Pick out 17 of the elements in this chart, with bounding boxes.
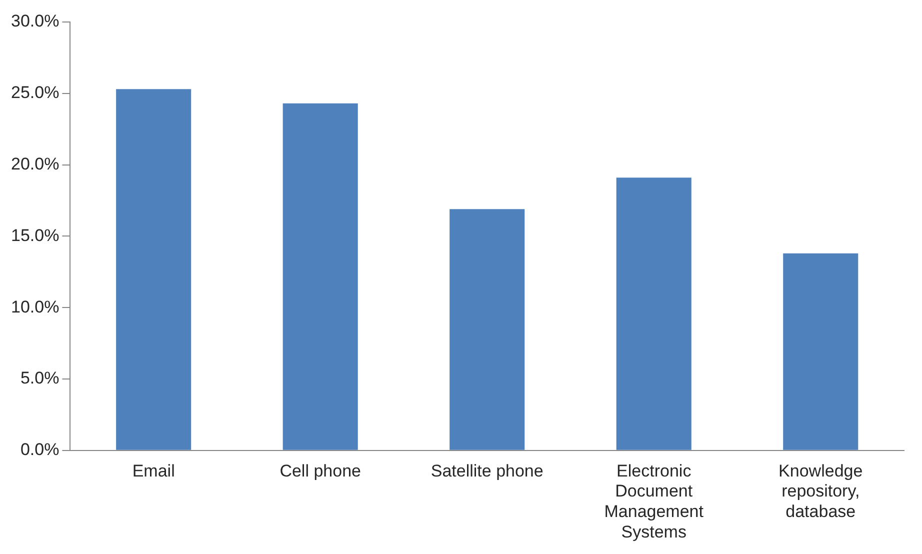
x-tick-label: Satellite phone bbox=[430, 461, 544, 480]
bar bbox=[783, 253, 858, 450]
y-tick-label: 30.0% bbox=[11, 12, 60, 31]
y-tick-label: 20.0% bbox=[11, 154, 60, 174]
y-tick-label: 15.0% bbox=[11, 226, 60, 245]
x-tick-label: Cell phone bbox=[280, 461, 361, 480]
x-tick-label: Knowledge repository, database bbox=[778, 461, 863, 522]
y-tick-label: 0.0% bbox=[20, 440, 60, 460]
x-tick-label: Email bbox=[132, 461, 175, 480]
bar bbox=[450, 209, 525, 450]
x-tick-label: Electronic Document Management Systems bbox=[604, 461, 704, 542]
y-tick-label: 25.0% bbox=[11, 83, 60, 102]
y-tick-label: 5.0% bbox=[20, 368, 60, 388]
bar bbox=[116, 89, 192, 450]
bar bbox=[616, 178, 692, 450]
bar bbox=[282, 103, 358, 450]
y-tick-label: 10.0% bbox=[11, 297, 60, 316]
